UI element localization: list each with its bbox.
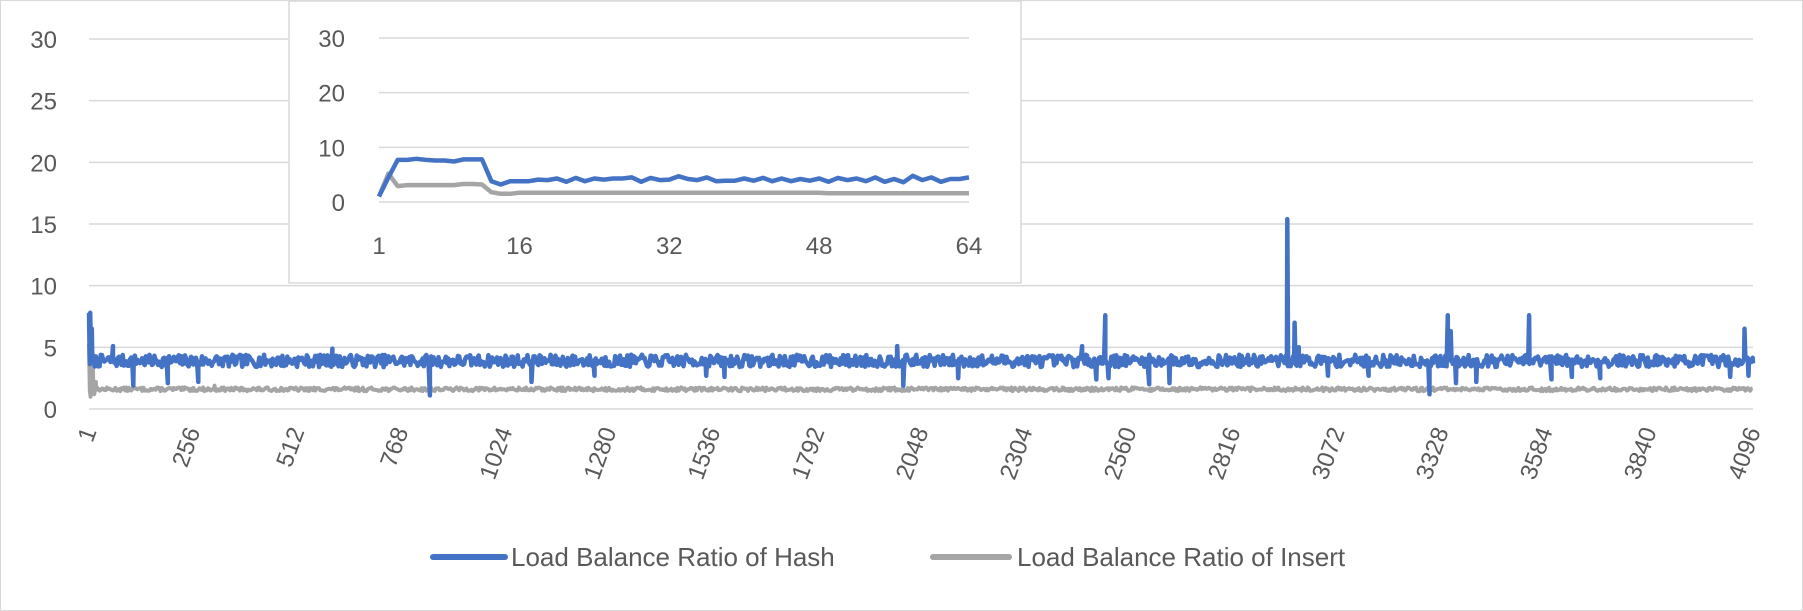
main-series-insert-line [87, 343, 1754, 399]
main-x-tick-label: 3072 [1307, 424, 1351, 483]
main-series-hash-line [86, 216, 1756, 398]
main-y-tick-label: 30 [30, 27, 57, 54]
inset-chart-frame [288, 1, 1022, 284]
main-y-tick-label: 25 [30, 89, 57, 116]
main-x-tick-label: 4096 [1723, 424, 1767, 483]
inset-y-tick-label: 30 [318, 26, 345, 53]
main-x-tick-label: 1024 [475, 424, 519, 483]
main-x-tick-label: 2560 [1099, 424, 1143, 483]
inset-x-tick-label: 64 [956, 233, 983, 260]
main-y-tick-label: 0 [44, 397, 57, 424]
main-x-tick-label: 1280 [579, 424, 623, 483]
main-x-tick-label: 512 [271, 424, 310, 471]
main-y-tick-label: 15 [30, 212, 57, 239]
inset-x-tick-label: 1 [372, 233, 385, 260]
legend-label: Load Balance Ratio of Hash [511, 542, 835, 572]
main-y-tick-label: 10 [30, 274, 57, 301]
main-y-tick-label: 5 [44, 335, 57, 362]
main-x-tick-label: 3328 [1411, 424, 1455, 483]
inset-series-hash-line [376, 156, 970, 198]
main-x-tick-label: 3840 [1619, 424, 1663, 483]
main-x-tick-label: 3584 [1515, 424, 1559, 483]
legend-label: Load Balance Ratio of Insert [1017, 542, 1346, 572]
main-x-tick-label: 2048 [891, 424, 935, 483]
main-x-tick-label: 1792 [787, 424, 831, 483]
main-x-tick-label: 768 [375, 424, 414, 471]
main-x-tick-label: 256 [167, 424, 206, 471]
inset-y-tick-label: 20 [318, 81, 345, 108]
main-x-tick-label: 2304 [995, 424, 1039, 483]
inset-series-insert-line [376, 171, 969, 198]
inset-y-tick-label: 10 [318, 135, 345, 162]
inset-y-tick-label: 0 [332, 190, 345, 217]
main-x-tick-label: 1536 [683, 424, 727, 483]
inset-x-tick-label: 32 [656, 233, 683, 260]
inset-x-tick-label: 48 [806, 233, 833, 260]
main-x-tick-label: 2816 [1203, 424, 1247, 483]
main-x-tick-label: 1 [73, 424, 103, 446]
main-y-tick-label: 20 [30, 150, 57, 177]
inset-x-tick-label: 16 [506, 233, 533, 260]
